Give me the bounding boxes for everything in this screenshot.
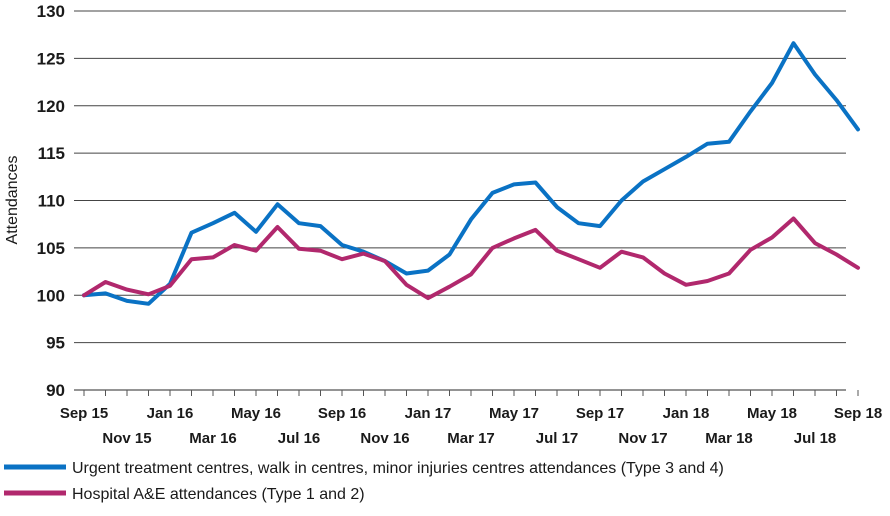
y-axis-label: Attendances — [4, 156, 21, 245]
x-tick-labels: Sep 15 Jan 16 May 16 Sep 16 Jan 17 May 17 Sep … — [60, 405, 882, 447]
x-tick-label: Sep 16 — [318, 405, 366, 422]
x-tick-label: Jan 17 — [405, 405, 452, 422]
y-tick-label: 95 — [46, 334, 65, 353]
x-tick-label: Mar 16 — [189, 430, 237, 447]
y-tick-label: 115 — [38, 144, 65, 163]
x-tick-label: May 16 — [231, 405, 281, 422]
y-tick-label: 120 — [37, 97, 65, 116]
y-tick-label: 125 — [37, 49, 65, 68]
y-tick-label: 90 — [46, 381, 65, 400]
x-tick-label: Nov 15 — [102, 430, 151, 447]
y-tick-label: 130 — [37, 2, 65, 21]
x-tick-label: Jul 16 — [278, 430, 321, 447]
x-tick-label: Sep 15 — [60, 405, 108, 422]
axes — [74, 389, 859, 396]
x-tick-label: Sep 17 — [576, 405, 624, 422]
series-line-2 — [82, 216, 860, 301]
y-tick-label: 105 — [37, 239, 65, 258]
legend-label-series-2: Hospital A&E attendances (Type 1 and 2) — [72, 486, 365, 503]
x-tick-label: Sep 18 — [834, 405, 882, 422]
x-tick-label: Nov 16 — [360, 430, 409, 447]
y-tick-label: 100 — [37, 286, 65, 305]
legend: Urgent treatment centres, walk in centre… — [4, 460, 724, 503]
x-tick-label: Jan 18 — [663, 405, 710, 422]
x-tick-label: Mar 17 — [447, 430, 495, 447]
x-tick-label: Jul 18 — [794, 430, 837, 447]
y-tick-label: 110 — [38, 192, 65, 211]
legend-label-series-1: Urgent treatment centres, walk in centre… — [72, 460, 724, 477]
series-lines — [82, 41, 860, 306]
series-line-1 — [82, 41, 860, 306]
x-tick-label: Mar 18 — [705, 430, 753, 447]
y-tick-labels: 90 95 100 105 110 115 120 125 130 — [37, 2, 65, 400]
x-tick-label: Nov 17 — [618, 430, 667, 447]
x-tick-label: May 17 — [489, 405, 539, 422]
gridlines — [74, 10, 846, 344]
x-tick-label: Jan 16 — [147, 405, 194, 422]
x-tick-label: May 18 — [747, 405, 797, 422]
x-tick-label: Jul 17 — [536, 430, 579, 447]
